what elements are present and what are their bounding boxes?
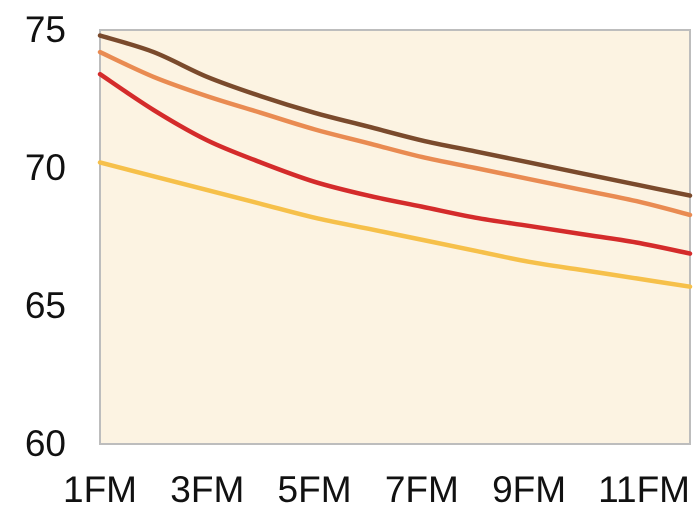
x-tick-label: 7FM [385,469,459,510]
x-tick-label: 3FM [170,469,244,510]
y-tick-label: 70 [25,147,66,188]
y-tick-label: 65 [25,285,66,326]
x-axis-ticks: 1FM 3FM 5FM 7FM 9FM 11FM [63,469,690,510]
x-tick-label: 11FM [598,469,690,510]
y-axis-ticks: 60 65 70 75 [25,9,66,464]
x-tick-label: 1FM [63,469,137,510]
y-tick-label: 60 [25,423,66,464]
x-tick-label: 5FM [278,469,352,510]
y-tick-label: 75 [25,9,66,50]
x-tick-label: 9FM [492,469,566,510]
